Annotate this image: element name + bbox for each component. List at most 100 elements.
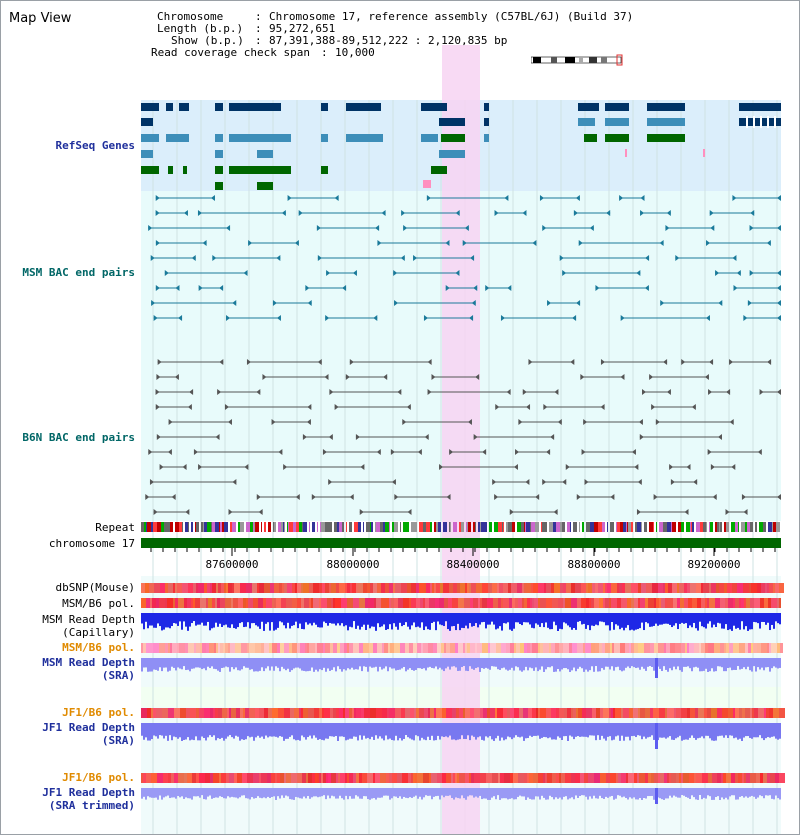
- jf1-trimmed-depth: [745, 788, 747, 797]
- dbsnp-heat: [719, 583, 724, 593]
- msm-pol-sra-heat: [540, 643, 543, 653]
- msm-sra-depth: [683, 658, 685, 667]
- b6n-bac-pair-end: [193, 449, 198, 455]
- msm-bac-pair-end: [532, 240, 537, 246]
- jf1-trimmed-depth: [315, 788, 317, 797]
- b6n-bac-pair-end: [777, 494, 781, 500]
- msm-capillary-depth: [683, 613, 685, 624]
- jf1-sra-depth: [617, 723, 619, 736]
- msm-pol-sra-heat: [373, 643, 377, 653]
- msm-sra-depth: [257, 658, 259, 672]
- msm-sra-depth: [417, 658, 419, 669]
- msm-sra-depth: [225, 658, 227, 667]
- b6n-bac-pair-end: [427, 389, 432, 395]
- msm-capillary-depth: [515, 613, 517, 623]
- jf1-sra-depth: [265, 723, 267, 736]
- jf1-pol-trim-heat: [184, 773, 187, 783]
- repeat-feature: [535, 522, 539, 532]
- msm-capillary-depth: [505, 613, 507, 624]
- jf1-pol-trim-heat: [319, 773, 321, 783]
- jf1-pol-trim-heat: [660, 773, 664, 783]
- jf1-trimmed-depth: [279, 788, 281, 799]
- msm-bac-pair-end: [294, 240, 299, 246]
- msm-capillary-depth: [347, 613, 349, 631]
- jf1-pol-heat: [510, 708, 514, 718]
- dbsnp-heat: [193, 583, 196, 593]
- msm-sra-depth: [441, 658, 443, 670]
- b6n-bac-pair-end: [553, 509, 558, 515]
- jf1-sra-depth: [665, 723, 667, 739]
- jf1-trimmed-depth: [661, 788, 663, 800]
- jf1-sra-depth: [275, 723, 277, 737]
- jf1-trimmed-depth: [419, 788, 421, 797]
- msm-capillary-depth: [759, 613, 761, 629]
- jf1-sra-depth: [327, 723, 329, 739]
- msm-sra-depth: [293, 658, 295, 669]
- msm-capillary-depth: [243, 613, 245, 628]
- jf1-pol-trim-heat: [767, 773, 770, 783]
- jf1-pol-heat: [395, 708, 401, 718]
- jf1-sra-depth: [703, 723, 705, 739]
- dbsnp-heat: [457, 583, 460, 593]
- jf1-pol-trim-heat: [492, 773, 498, 783]
- jf1-trimmed-depth: [153, 788, 155, 798]
- repeat-feature: [257, 522, 259, 532]
- jf1-trimmed-depth: [269, 788, 271, 799]
- repeat-feature: [763, 522, 766, 532]
- msm-sra-depth: [509, 658, 511, 670]
- jf1-sra-depth: [325, 723, 327, 739]
- msm-capillary-depth: [237, 613, 239, 628]
- msm-pol-heat: [611, 598, 617, 608]
- jf1-pol-trim-heat: [518, 773, 524, 783]
- jf1-trimmed-depth: [499, 788, 501, 800]
- msm-capillary-depth: [563, 613, 565, 623]
- msm-sra-depth: [699, 658, 701, 672]
- msm-capillary-depth: [489, 613, 491, 625]
- jf1-sra-depth: [707, 723, 709, 736]
- msm-sra-depth: [717, 658, 719, 667]
- jf1-trimmed-depth: [539, 788, 541, 800]
- jf1-trimmed-depth: [497, 788, 499, 796]
- repeat-feature: [185, 522, 188, 532]
- repeat-feature: [411, 522, 415, 532]
- repeat-feature: [461, 522, 464, 532]
- jf1-pol-trim-heat: [271, 773, 275, 783]
- jf1-pol-heat: [764, 708, 766, 718]
- dbsnp-heat: [743, 583, 749, 593]
- dbsnp-heat: [517, 583, 522, 593]
- jf1-trimmed-depth: [775, 788, 777, 796]
- jf1-trimmed-depth: [761, 788, 763, 797]
- msm-capillary-depth: [363, 613, 365, 625]
- dbsnp-heat: [598, 583, 603, 593]
- msm-sra-depth: [607, 658, 609, 667]
- jf1-sra-depth: [647, 723, 649, 738]
- msm-capillary-depth: [193, 613, 195, 622]
- jf1-sra-depth: [491, 723, 493, 740]
- msm-sra-depth: [491, 658, 493, 667]
- repeat-feature: [204, 522, 207, 532]
- msm-sra-depth: [773, 658, 775, 667]
- b6n-bac-pair-end: [217, 389, 222, 395]
- jf1-sra-depth: [199, 723, 201, 741]
- jf1-pol-trim-heat: [261, 773, 267, 783]
- msm-capillary-depth: [181, 613, 183, 630]
- msm-capillary-depth: [585, 613, 587, 629]
- jf1-trimmed-depth: [199, 788, 201, 798]
- dbsnp-heat: [646, 583, 652, 593]
- msm-capillary-depth: [533, 613, 535, 629]
- gene-feature: [484, 103, 489, 111]
- coverage-value: 10,000: [335, 46, 375, 59]
- jf1-trimmed-depth: [633, 788, 635, 798]
- repeat-feature: [312, 522, 315, 532]
- chromosome-ideogram[interactable]: [531, 54, 627, 66]
- msm-sra-depth: [357, 658, 359, 670]
- msm-sra-depth: [731, 658, 733, 671]
- msm-pol-sra-heat: [446, 643, 450, 653]
- msm-capillary-depth: [225, 613, 227, 625]
- jf1-trimmed-depth: [417, 788, 419, 799]
- jf1-trimmed-depth: [189, 788, 191, 799]
- msm-sra-depth: [325, 658, 327, 672]
- dbsnp-heat: [544, 583, 546, 593]
- jf1-trimmed-depth: [649, 788, 651, 797]
